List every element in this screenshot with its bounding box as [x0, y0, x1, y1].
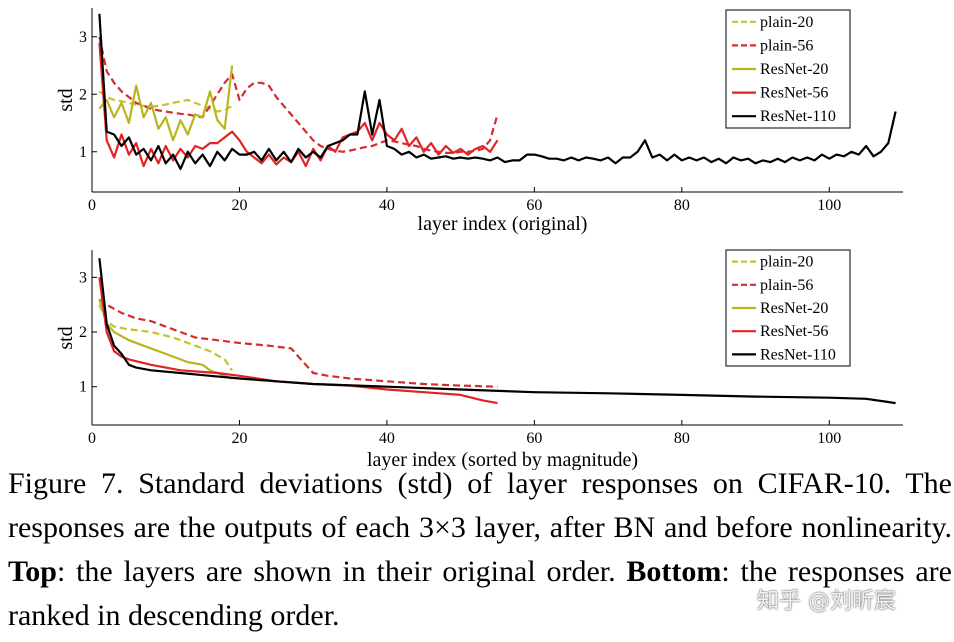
chart-panel-bottom: 0 20 40 60 80 100 1 2 3 layer index (sorted by ma…: [55, 249, 903, 470]
legend: plain-20 plain-56 ResNet-20 ResNet-56 ResNet…: [725, 9, 851, 129]
y-tick-label: 1: [79, 144, 87, 161]
x-tick-label: 60: [526, 197, 542, 214]
y-tick-label: 2: [79, 86, 87, 103]
series-line-resnet-56: [98, 277, 498, 405]
series-line-resnet-110: [98, 13, 897, 171]
y-axis-label: std: [55, 326, 77, 349]
x-tick-label: 40: [379, 430, 395, 447]
x-tick-label: 100: [817, 197, 841, 214]
watermark-text: 知乎 @刘昕宸: [757, 589, 896, 614]
y-tick-label: 2: [79, 324, 87, 341]
x-tick-label: 80: [674, 430, 690, 447]
x-axis-label: layer index (original): [418, 213, 588, 235]
caption-text-1: Figure 7. Standard deviations (std) of l…: [8, 467, 952, 544]
series-line-plain-20: [98, 90, 233, 113]
legend-label: plain-56: [760, 37, 813, 54]
series-line-plain-20: [98, 304, 234, 371]
y-tick-label: 1: [79, 379, 87, 396]
legend: plain-20 plain-56 ResNet-20 ResNet-56 ResNet…: [725, 249, 851, 367]
legend-label: ResNet-110: [760, 108, 836, 125]
x-tick-label: 0: [88, 197, 96, 214]
x-tick-label: 60: [526, 430, 542, 447]
x-tick-label: 20: [231, 430, 247, 447]
series-line-resnet-20: [98, 65, 234, 142]
legend-label: ResNet-20: [760, 61, 828, 78]
legend-label: ResNet-110: [760, 346, 836, 363]
legend-label: plain-20: [760, 254, 813, 271]
caption-text-3: : the responses are ranked in descending…: [8, 555, 952, 632]
y-tick-label: 3: [79, 269, 87, 286]
x-tick-label: 80: [674, 197, 690, 214]
caption-text-2: : the layers are shown in their original…: [56, 555, 627, 588]
series-line-resnet-56: [98, 42, 499, 168]
series-line-plain-56: [98, 298, 498, 388]
y-axis-label: std: [55, 88, 77, 111]
chart-panel-top: 0 20 40 60 80 100 1 2 3 layer index (original) std…: [55, 8, 903, 235]
x-tick-label: 0: [88, 430, 96, 447]
x-tick-label: 100: [817, 430, 841, 447]
legend-label: ResNet-56: [760, 85, 828, 102]
caption-bold-bottom: Bottom: [626, 555, 722, 588]
legend-label: plain-20: [760, 14, 813, 31]
legend-label: ResNet-56: [760, 323, 828, 340]
y-tick-label: 3: [79, 29, 87, 46]
legend-label: plain-56: [760, 277, 813, 294]
x-tick-label: 20: [231, 197, 247, 214]
x-axis-label: layer index (sorted by magnitude): [367, 449, 638, 470]
legend-label: ResNet-20: [760, 300, 828, 317]
series-line-resnet-110: [98, 258, 896, 405]
series-line-plain-56: [98, 36, 499, 154]
figure-caption: Figure 7. Standard deviations (std) of l…: [8, 462, 952, 638]
caption-bold-top: Top: [8, 555, 57, 588]
x-tick-label: 40: [379, 197, 395, 214]
